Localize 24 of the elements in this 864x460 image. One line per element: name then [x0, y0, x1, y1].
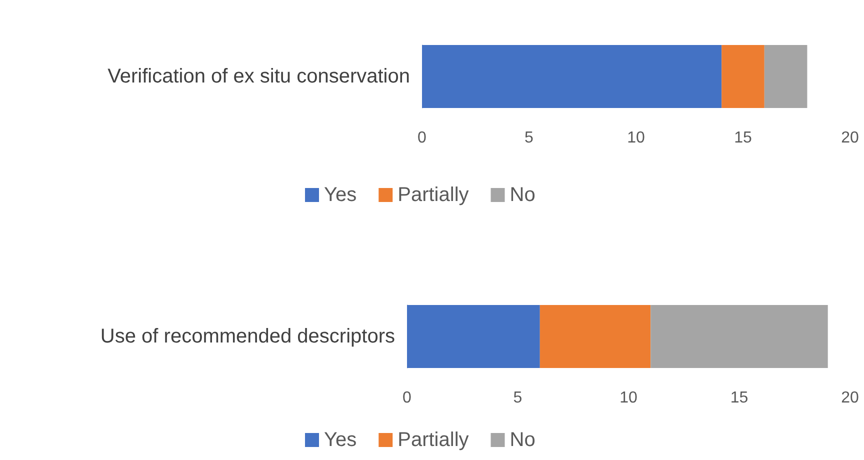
x-tick-label: 0	[418, 130, 427, 146]
y-tick-label: Verification of ex situ conservation	[108, 66, 410, 88]
bar	[650, 305, 828, 368]
x-tick-label: 20	[841, 390, 859, 406]
bar	[764, 45, 808, 108]
bar	[540, 305, 651, 368]
x-tick-label: 15	[734, 130, 752, 146]
x-tick-label: 5	[524, 130, 534, 146]
x-tick-label: 10	[620, 390, 638, 406]
bar	[422, 45, 722, 108]
legend-label: No	[510, 184, 536, 206]
bar	[407, 305, 540, 368]
x-tick-label: 0	[402, 390, 412, 406]
x-tick-label: 15	[730, 390, 748, 406]
y-tick-label: Use of recommended descriptors	[100, 326, 395, 348]
legend-label: Yes	[324, 184, 357, 206]
legend-label: Yes	[324, 429, 357, 451]
x-tick-label: 20	[841, 130, 859, 146]
x-tick-label: 10	[627, 130, 645, 146]
legend-label: No	[510, 429, 536, 451]
x-tick-label: 5	[513, 390, 522, 406]
legend-label: Partially	[398, 429, 469, 451]
legend-label: Partially	[398, 184, 469, 206]
bar	[722, 45, 764, 108]
